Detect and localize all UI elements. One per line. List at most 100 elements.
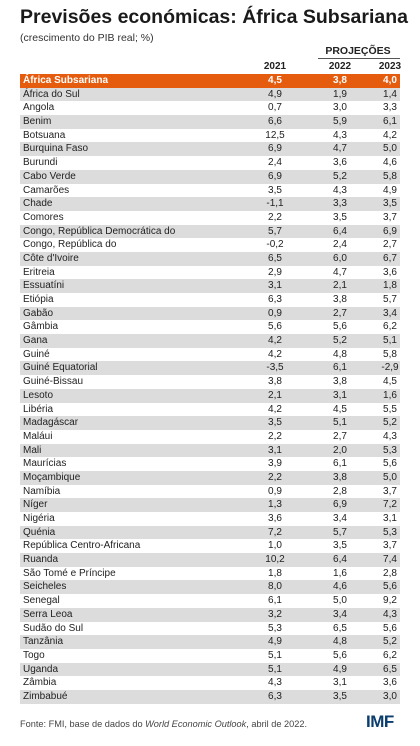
value-cell-2022: 4,7 bbox=[333, 266, 347, 278]
country-name: Nigéria bbox=[23, 513, 55, 524]
value-cell-2022: 3,6 bbox=[333, 157, 347, 169]
value-cell-2022: 1,9 bbox=[333, 88, 347, 100]
value-cell-2023: 5,8 bbox=[383, 170, 397, 182]
table-row: Etiópia 6,3 3,8 5,7 bbox=[20, 293, 400, 307]
country-name: Madagáscar bbox=[23, 417, 79, 429]
table-row: Eritreia 2,9 4,7 3,6 bbox=[20, 266, 400, 280]
value-cell-2023: 6,9 bbox=[383, 225, 397, 237]
value-cell-2021: -0,2 bbox=[266, 239, 284, 251]
value-cell-2023: 7,4 bbox=[383, 554, 397, 566]
value-cell-2021: 3,5 bbox=[268, 184, 282, 196]
source-note: Fonte: FMI, base de dados do World Econo… bbox=[20, 719, 307, 729]
table-row: Gâmbia 5,6 5,6 6,2 bbox=[20, 320, 400, 334]
table-row: Nigéria 3,6 3,4 3,1 bbox=[20, 512, 400, 526]
country-name: Sudão do Sul bbox=[23, 622, 84, 634]
table-row: Guiné Equatorial -3,5 6,1 -2,9 bbox=[20, 361, 400, 376]
table-row: Madagáscar 3,5 5,1 5,2 bbox=[20, 416, 400, 430]
value-cell-2023: 5,6 bbox=[383, 581, 397, 593]
value-cell-2022: 3,4 bbox=[333, 608, 347, 620]
value-cell-2023: 5,3 bbox=[383, 444, 397, 456]
country-name: Gabão bbox=[23, 307, 54, 319]
country-name: Congo, República Democrática do bbox=[23, 225, 176, 237]
country-name: Namíbia bbox=[23, 485, 61, 497]
source-publication: World Economic Outlook bbox=[145, 719, 247, 729]
table-row: África do Sul 4,9 1,9 1,4 bbox=[20, 87, 400, 102]
country-name: Libéria bbox=[23, 403, 54, 415]
table-row: Camarões 3,5 4,3 4,9 bbox=[20, 184, 400, 198]
value-cell-2022: 6,4 bbox=[333, 225, 347, 237]
table-row: Níger 1,3 6,9 7,2 bbox=[20, 498, 400, 512]
value-cell-2022: 6,9 bbox=[333, 499, 347, 511]
value-cell-2021: 10,2 bbox=[265, 554, 285, 566]
table-row: São Tomé e Príncipe 1,8 1,6 2,8 bbox=[20, 567, 400, 581]
country-name: Eritreia bbox=[23, 266, 55, 278]
table-row: Moçambique 2,2 3,8 5,0 bbox=[20, 470, 400, 485]
value-cell-2021: 2,1 bbox=[268, 389, 282, 401]
table-row: República Centro-Africana 1,0 3,5 3,7 bbox=[20, 539, 400, 553]
value-cell-2022: 5,0 bbox=[333, 595, 347, 607]
country-name: Maurícias bbox=[23, 458, 67, 470]
value-cell-2021: 6,3 bbox=[268, 690, 282, 702]
value-cell-2021: 1,3 bbox=[268, 499, 282, 511]
value-cell-2021: 12,5 bbox=[265, 129, 285, 141]
country-name: Senegal bbox=[23, 595, 60, 607]
table-row: Lesoto 2,1 3,1 1,6 bbox=[20, 388, 400, 403]
value-cell-2023: 5,6 bbox=[383, 622, 397, 634]
country-name: Guiné Equatorial bbox=[23, 362, 98, 374]
value-cell-2023: 4,5 bbox=[383, 376, 397, 388]
value-cell-2021: 5,3 bbox=[268, 622, 282, 634]
value-cell-2023: 3,4 bbox=[383, 307, 397, 319]
value-cell-2022: 3,8 bbox=[333, 471, 347, 483]
value-cell-2023: 5,5 bbox=[383, 403, 397, 415]
table-row: Cabo Verde 6,9 5,2 5,8 bbox=[20, 169, 400, 184]
value-cell-2023: 3,5 bbox=[383, 198, 397, 210]
value-cell-2023: 3,6 bbox=[383, 677, 397, 689]
value-cell-2023: 4,2 bbox=[383, 129, 397, 141]
country-name: Burundi bbox=[23, 157, 58, 169]
value-cell-2023: 1,4 bbox=[383, 88, 397, 100]
country-name: Côte d'Ivoire bbox=[23, 252, 79, 264]
table-row-region-total: África Subsariana 4,5 3,8 4,0 bbox=[20, 74, 400, 88]
table-row: Libéria 4,2 4,5 5,5 bbox=[20, 403, 400, 417]
imf-logo: IMF bbox=[366, 712, 394, 731]
chart-subtitle: (crescimento do PIB real; %) bbox=[20, 32, 154, 44]
value-cell-2023: 4,3 bbox=[383, 430, 397, 442]
country-name: São Tomé e Príncipe bbox=[23, 567, 116, 579]
value-cell-2022: 3,4 bbox=[333, 513, 347, 524]
table-row: Botsuana 12,5 4,3 4,2 bbox=[20, 129, 400, 143]
value-cell-2023: 5,2 bbox=[383, 417, 397, 429]
value-cell-2021: 6,5 bbox=[268, 252, 282, 264]
value-cell-2022: 5,6 bbox=[333, 649, 347, 661]
value-cell-2021: 3,6 bbox=[268, 513, 282, 524]
value-cell-2021: 4,5 bbox=[268, 75, 282, 86]
table-row: Gana 4,2 5,2 5,1 bbox=[20, 334, 400, 348]
country-name: Zimbabué bbox=[23, 690, 68, 702]
value-cell-2021: 6,3 bbox=[268, 294, 282, 305]
value-cell-2022: 2,7 bbox=[333, 430, 347, 442]
value-cell-2021: 0,9 bbox=[268, 307, 282, 319]
country-name: Botsuana bbox=[23, 129, 66, 141]
value-cell-2021: 2,9 bbox=[268, 266, 282, 278]
table-row: Ruanda 10,2 6,4 7,4 bbox=[20, 553, 400, 567]
table-row: Guiné-Bissau 3,8 3,8 4,5 bbox=[20, 375, 400, 389]
value-cell-2023: -2,9 bbox=[381, 362, 399, 374]
country-name: Maláui bbox=[23, 430, 53, 442]
country-name: Congo, República do bbox=[23, 239, 117, 251]
value-cell-2021: 4,3 bbox=[268, 677, 282, 689]
value-cell-2021: -3,5 bbox=[266, 362, 284, 374]
value-cell-2023: 3,7 bbox=[383, 485, 397, 497]
table-row: Namíbia 0,9 2,8 3,7 bbox=[20, 485, 400, 499]
country-name: República Centro-Africana bbox=[23, 540, 141, 552]
value-cell-2023: 7,2 bbox=[383, 499, 397, 511]
value-cell-2023: 3,7 bbox=[383, 211, 397, 223]
table-row: Gabão 0,9 2,7 3,4 bbox=[20, 306, 400, 321]
value-cell-2023: 4,9 bbox=[383, 184, 397, 196]
source-suffix: , abril de 2022. bbox=[246, 719, 308, 729]
value-cell-2023: 3,0 bbox=[383, 690, 397, 702]
value-cell-2022: 6,4 bbox=[333, 554, 347, 566]
value-cell-2021: 3,1 bbox=[268, 444, 282, 456]
country-name: África do Sul bbox=[23, 88, 80, 100]
country-name: Cabo Verde bbox=[23, 170, 76, 182]
value-cell-2023: 3,6 bbox=[383, 266, 397, 278]
value-cell-2023: 1,6 bbox=[383, 389, 397, 401]
